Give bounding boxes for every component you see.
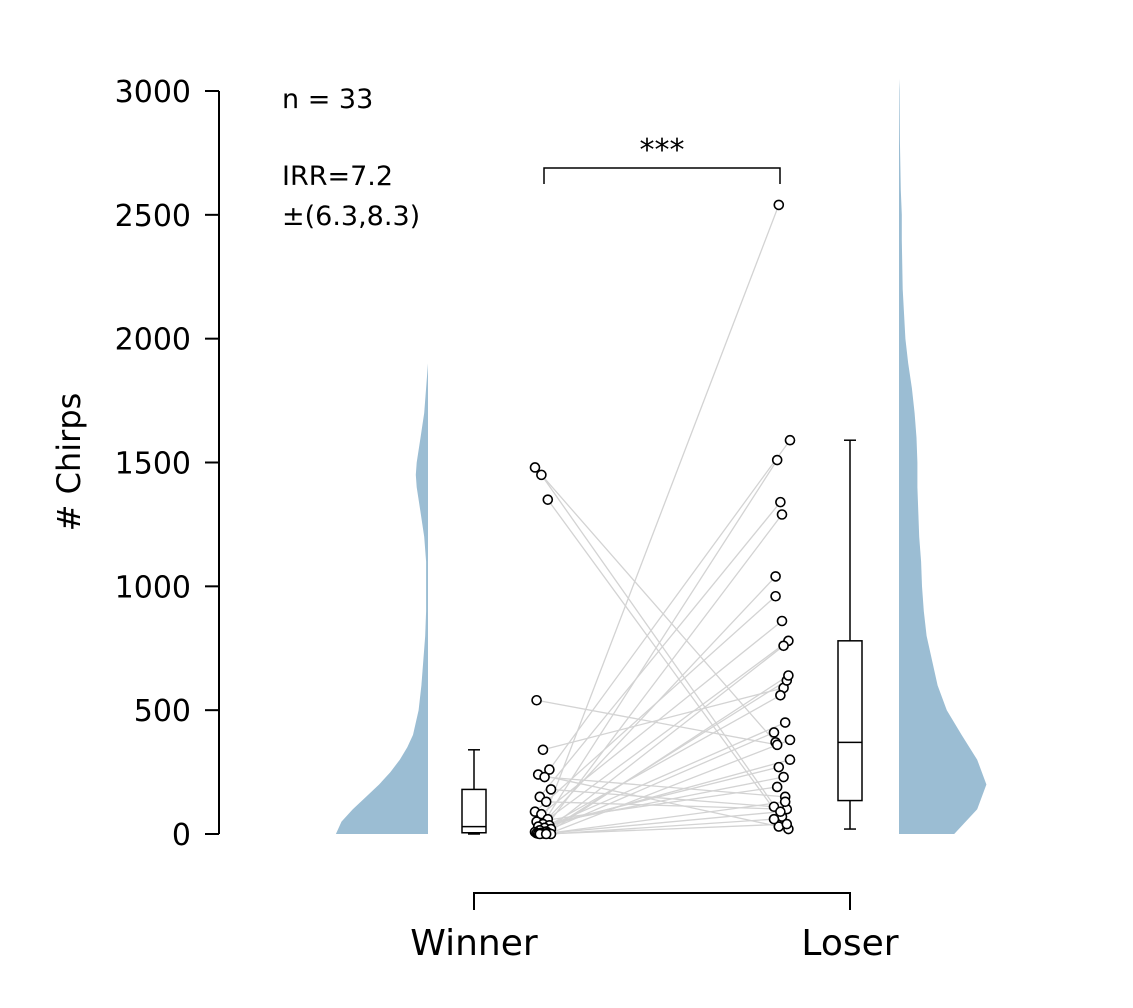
point-loser [771,781,783,793]
point-winner [537,744,549,756]
point-loser [784,734,796,746]
pair-line [546,823,787,835]
point-loser [771,739,783,751]
pair-lines [534,204,791,835]
data-points [529,199,796,840]
y-tick-label: 3000 [115,75,191,110]
boxplot-winner [461,749,487,835]
pair-line [537,204,780,834]
point-loser [770,571,781,582]
x-tick-label: Loser [801,923,898,964]
pair-line [536,459,778,834]
pair-line [548,439,791,770]
point-loser [776,509,788,520]
pair-line [542,687,784,751]
pair-line [539,694,781,831]
irr-annotation: IRR=7.2 [282,161,393,192]
point-winner [539,771,550,783]
x-axis-line [473,892,851,910]
pair-line [540,474,783,818]
y-tick-label: 2000 [115,323,191,358]
pair-line [547,674,789,834]
y-tick-label: 2500 [115,199,191,234]
pair-line [544,776,786,798]
significance-label: *** [640,133,685,168]
point-loser [779,796,791,808]
violins [335,78,987,835]
point-loser [783,670,794,681]
point-winner [531,694,542,706]
pair-line [534,575,777,833]
violin-loser [899,78,987,835]
y-tick-label: 1500 [115,447,191,482]
x-axis: Winner Loser [410,892,899,964]
point-loser [778,640,789,652]
point-winner [545,784,557,795]
point-winner [540,828,552,840]
pair-line [550,788,775,808]
pair-line [546,801,787,810]
pair-line [539,501,781,798]
point-loser [784,754,796,766]
point-winner [536,469,547,481]
y-tick-label: 0 [172,818,191,853]
pair-line [542,645,784,835]
pair-line [540,514,783,834]
point-loser [775,496,786,508]
point-winner [542,494,554,505]
box [461,788,487,834]
point-winner [544,764,555,775]
irr-ci-annotation: ±(6.3,8.3) [282,201,420,232]
point-loser [779,717,791,728]
point-loser [771,454,783,466]
point-loser [781,818,793,830]
y-axis: 0 500 1000 1500 2000 2500 3000 [115,75,220,853]
pair-line [536,699,778,746]
pair-line [545,679,788,833]
pair-line [534,467,777,743]
point-loser [773,761,785,773]
pair-line [547,640,789,820]
y-tick-label: 500 [134,694,191,729]
pair-line [550,731,775,830]
boxplots [461,439,863,835]
pair-line [549,739,791,835]
boxplot-loser [837,439,863,830]
pair-line [544,801,786,835]
point-winner [540,796,552,808]
point-loser [776,615,788,627]
pair-line [550,818,775,835]
box [837,640,863,802]
point-loser [773,199,785,211]
violin-winner [335,363,428,834]
point-loser [778,771,789,783]
point-loser [768,727,780,738]
pair-line [544,721,786,829]
point-loser [775,806,786,818]
significance-bracket [543,167,781,184]
point-loser [775,690,786,701]
y-axis-label: # Chirps [50,393,88,532]
n-annotation: n = 33 [282,84,373,115]
point-loser [784,434,796,446]
y-tick-label: 1000 [115,570,191,605]
pair-line [536,786,778,823]
point-winner [529,462,541,473]
x-tick-label: Winner [410,923,538,964]
point-loser [768,813,780,825]
point-loser [770,590,781,602]
pair-line [539,811,781,835]
